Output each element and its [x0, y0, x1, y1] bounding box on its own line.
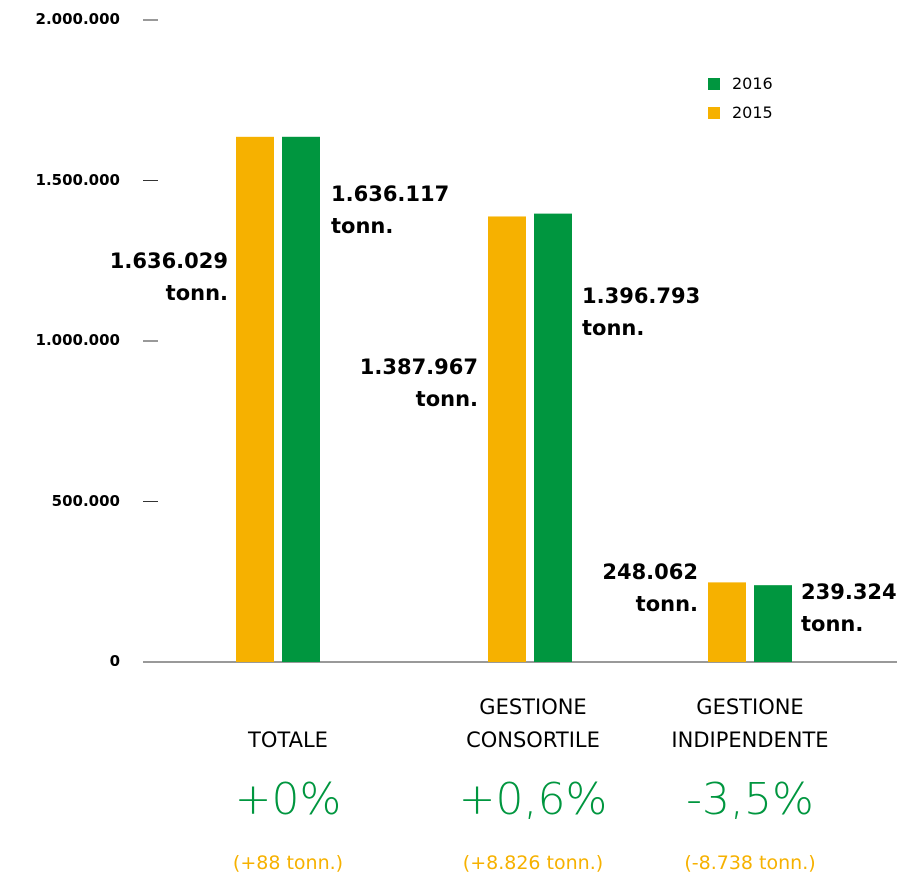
category-label: GESTIONE CONSORTILE — [466, 695, 600, 752]
bar — [282, 136, 320, 662]
y-tick-label: 2.000.000 — [35, 10, 120, 29]
y-tick-label: 500.000 — [51, 491, 120, 510]
change-percent: -3,5% — [686, 774, 814, 825]
bar — [754, 585, 792, 662]
change-percent: +0% — [234, 774, 342, 825]
y-tick-label: 0 — [109, 652, 120, 671]
bar — [534, 213, 572, 662]
value-label: 1.636.029 tonn. — [109, 249, 228, 305]
change-tonnes: (+8.826 tonn.) — [462, 852, 604, 874]
value-label: 1.636.117 tonn. — [331, 182, 450, 238]
change-tonnes: (-8.738 tonn.) — [684, 852, 816, 874]
category-label: TOTALE — [248, 728, 328, 752]
value-label: 1.396.793 tonn. — [582, 284, 701, 340]
legend-swatch — [708, 107, 720, 119]
value-label: 239.324 tonn. — [801, 580, 897, 636]
category-label: GESTIONE INDIPENDENTE — [671, 695, 829, 752]
bar — [236, 136, 274, 662]
legend-swatch — [708, 78, 720, 90]
legend-label: 2016 — [732, 74, 773, 93]
y-tick-label: 1.000.000 — [35, 331, 120, 350]
value-label: 248.062 tonn. — [602, 560, 698, 616]
legend-label: 2015 — [732, 103, 773, 122]
value-label: 1.387.967 tonn. — [359, 355, 478, 411]
change-tonnes: (+88 tonn.) — [232, 852, 344, 874]
bar — [708, 582, 746, 662]
y-tick-label: 1.500.000 — [35, 170, 120, 189]
change-percent: +0,6% — [458, 774, 608, 825]
bar — [488, 216, 526, 662]
